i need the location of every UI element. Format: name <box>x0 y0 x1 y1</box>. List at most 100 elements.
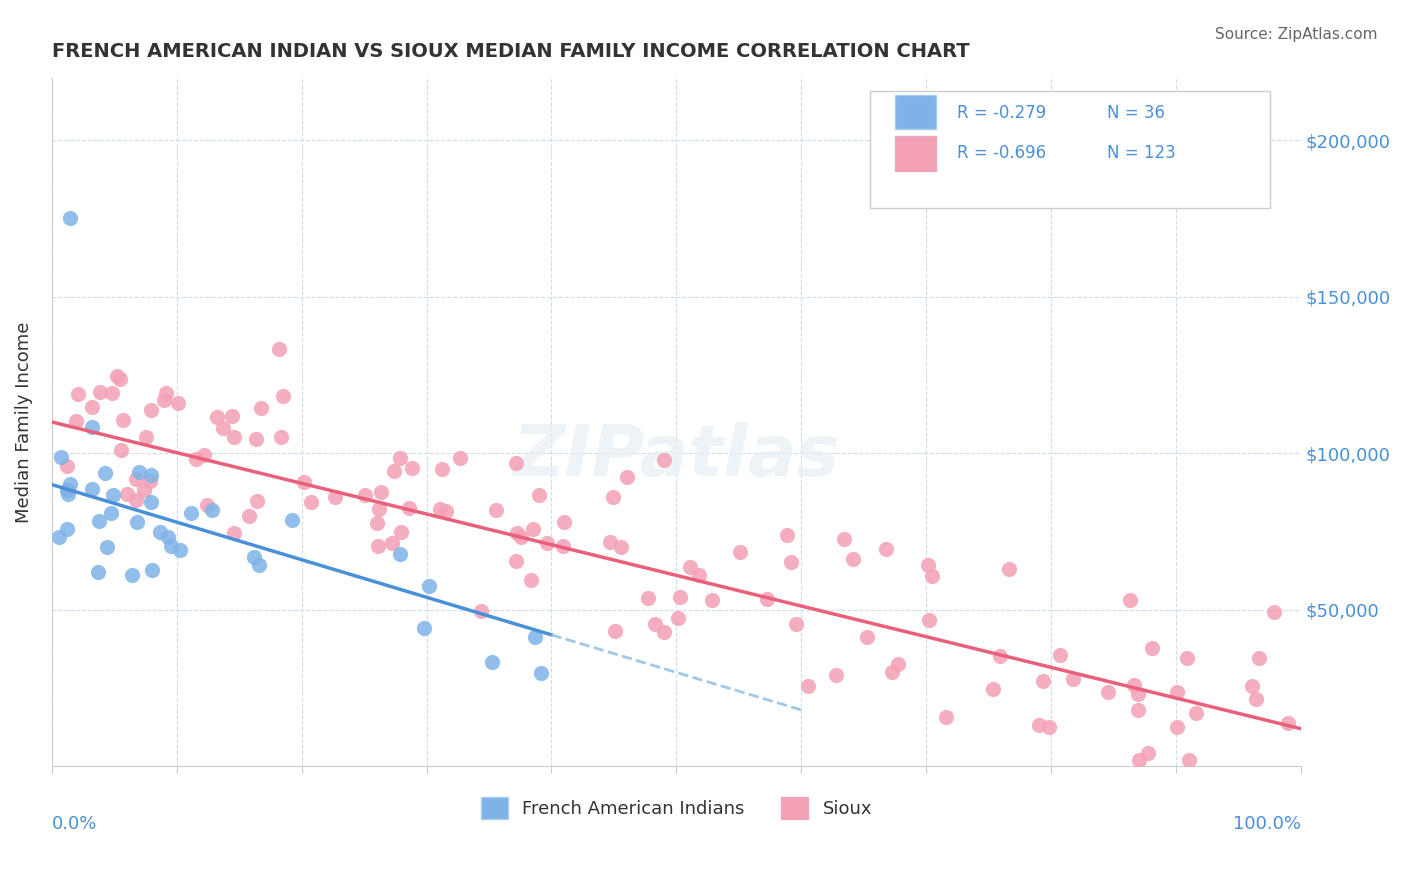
Text: R = -0.279: R = -0.279 <box>957 104 1046 122</box>
Point <box>755 592 778 607</box>
Point <box>134 483 156 497</box>
Point <box>139 475 162 489</box>
Point <box>524 630 547 644</box>
Text: ZIPatlas: ZIPatlas <box>513 422 839 491</box>
Point <box>80 482 103 496</box>
Point <box>1142 640 1164 655</box>
Point <box>58 487 80 501</box>
Point <box>1128 753 1150 767</box>
Point <box>1263 605 1285 619</box>
Point <box>522 522 544 536</box>
Point <box>367 539 389 553</box>
Point <box>65 414 87 428</box>
Point <box>1032 674 1054 689</box>
Point <box>553 515 575 529</box>
Point <box>449 451 471 466</box>
Point <box>89 515 111 529</box>
Point <box>139 495 162 509</box>
Point <box>384 464 406 478</box>
Point <box>381 536 404 550</box>
Point <box>603 624 626 638</box>
Bar <box>896 136 935 170</box>
Point <box>918 613 941 627</box>
Point <box>602 490 624 504</box>
Point <box>796 679 818 693</box>
Point <box>160 539 183 553</box>
Point <box>94 466 117 480</box>
Point <box>127 515 149 529</box>
Point <box>434 504 457 518</box>
Point <box>184 452 207 467</box>
Point <box>135 430 157 444</box>
Point <box>1038 720 1060 734</box>
Point <box>652 624 675 639</box>
Point <box>1126 703 1149 717</box>
Point <box>249 558 271 572</box>
Point <box>167 396 190 410</box>
Point <box>530 666 553 681</box>
Point <box>1166 685 1188 699</box>
Point <box>366 516 388 531</box>
Point <box>128 465 150 479</box>
Point <box>1240 679 1263 693</box>
Point <box>269 343 291 357</box>
Point <box>87 565 110 579</box>
Point <box>117 486 139 500</box>
Point <box>108 372 131 386</box>
Point <box>153 393 176 408</box>
Point <box>652 453 675 467</box>
Point <box>880 665 903 679</box>
Point <box>180 507 202 521</box>
Point <box>221 409 243 424</box>
Point <box>505 554 527 568</box>
Point <box>637 591 659 605</box>
Point <box>485 503 508 517</box>
Point <box>212 420 235 434</box>
Point <box>506 525 529 540</box>
Text: Source: ZipAtlas.com: Source: ZipAtlas.com <box>1215 27 1378 42</box>
Point <box>1122 678 1144 692</box>
Point <box>55 483 77 497</box>
Point <box>281 513 304 527</box>
Point <box>1166 720 1188 734</box>
Point <box>1277 715 1299 730</box>
Point <box>520 573 543 587</box>
Point <box>370 485 392 500</box>
Point <box>222 430 245 444</box>
Point <box>389 524 412 539</box>
Point <box>157 530 180 544</box>
Point <box>481 655 503 669</box>
Point <box>56 483 79 498</box>
Point <box>616 469 638 483</box>
Point <box>610 541 633 555</box>
Legend: French American Indians, Sioux: French American Indians, Sioux <box>474 789 879 826</box>
Point <box>105 368 128 383</box>
Point <box>1136 747 1159 761</box>
Point <box>1028 718 1050 732</box>
Point <box>1175 651 1198 665</box>
Text: N = 123: N = 123 <box>1108 145 1177 162</box>
Text: FRENCH AMERICAN INDIAN VS SIOUX MEDIAN FAMILY INCOME CORRELATION CHART: FRENCH AMERICAN INDIAN VS SIOUX MEDIAN F… <box>52 42 969 61</box>
Y-axis label: Median Family Income: Median Family Income <box>15 321 32 523</box>
Point <box>917 558 939 572</box>
Point <box>101 488 124 502</box>
Point <box>529 488 551 502</box>
Point <box>96 540 118 554</box>
Point <box>935 710 957 724</box>
Point <box>536 536 558 550</box>
Point <box>413 621 436 635</box>
Point <box>125 492 148 507</box>
Point <box>430 461 453 475</box>
Point <box>388 451 411 466</box>
Point <box>80 420 103 434</box>
Point <box>292 475 315 489</box>
Point <box>125 472 148 486</box>
Point <box>842 552 865 566</box>
Point <box>551 539 574 553</box>
Point <box>193 448 215 462</box>
Point <box>700 592 723 607</box>
Point <box>1177 753 1199 767</box>
Point <box>89 385 111 400</box>
Point <box>509 530 531 544</box>
Point <box>195 498 218 512</box>
